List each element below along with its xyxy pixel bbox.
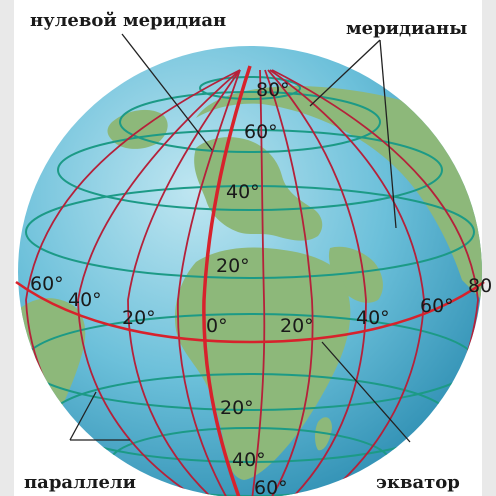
land-africa xyxy=(174,247,351,480)
callout-pointers xyxy=(69,33,411,443)
land-eurasia xyxy=(196,86,482,300)
lon-label-zero: 0° xyxy=(206,315,228,337)
frame-right xyxy=(482,0,496,496)
lon-label-e20: 20° xyxy=(280,315,314,337)
pointer-meridians-a xyxy=(309,39,381,107)
lon-label-w40: 40° xyxy=(68,289,102,311)
meridian-w40 xyxy=(127,69,241,496)
parallel-north-80 xyxy=(199,76,301,100)
meridian-e20 xyxy=(251,69,266,496)
frame-left xyxy=(0,0,14,496)
lat-label-n20: 20° xyxy=(216,255,250,277)
pointer-equator xyxy=(321,341,411,443)
land-europe xyxy=(194,137,323,241)
parallel-north-60 xyxy=(119,91,381,153)
label-parallels: параллели xyxy=(24,472,136,493)
lat-label-s20: 20° xyxy=(220,397,254,419)
lat-label-n80: 80° xyxy=(256,79,290,101)
label-equator: экватор xyxy=(376,472,460,493)
parallel-north-20 xyxy=(25,185,475,279)
lon-label-e80: 80 xyxy=(468,275,492,297)
prime-meridian-line xyxy=(202,65,252,496)
meridians xyxy=(25,69,479,496)
pointer-meridians-b xyxy=(379,39,397,229)
meridian-w20 xyxy=(177,69,241,496)
lat-label-s60: 60° xyxy=(254,477,288,496)
parallel-north-40 xyxy=(57,129,443,211)
lon-label-w20: 20° xyxy=(122,307,156,329)
lat-label-n40: 40° xyxy=(226,181,260,203)
meridian-e60 xyxy=(267,69,367,496)
lat-label-s40: 40° xyxy=(232,449,266,471)
label-meridians: меридианы xyxy=(346,18,467,39)
meridian-e40 xyxy=(264,69,314,496)
meridian-e80 xyxy=(269,69,425,496)
lon-label-w60: 60° xyxy=(30,273,64,295)
pointer-parallels-a xyxy=(69,391,97,441)
pointer-prime-meridian xyxy=(121,33,213,151)
meridian-w60 xyxy=(77,69,241,496)
lat-label-n60: 60° xyxy=(244,121,278,143)
equator-line xyxy=(15,280,485,344)
globe-content xyxy=(18,65,482,496)
lon-label-e40: 40° xyxy=(356,307,390,329)
lon-label-e60: 60° xyxy=(420,295,454,317)
label-prime-meridian: нулевой меридиан xyxy=(30,10,226,31)
